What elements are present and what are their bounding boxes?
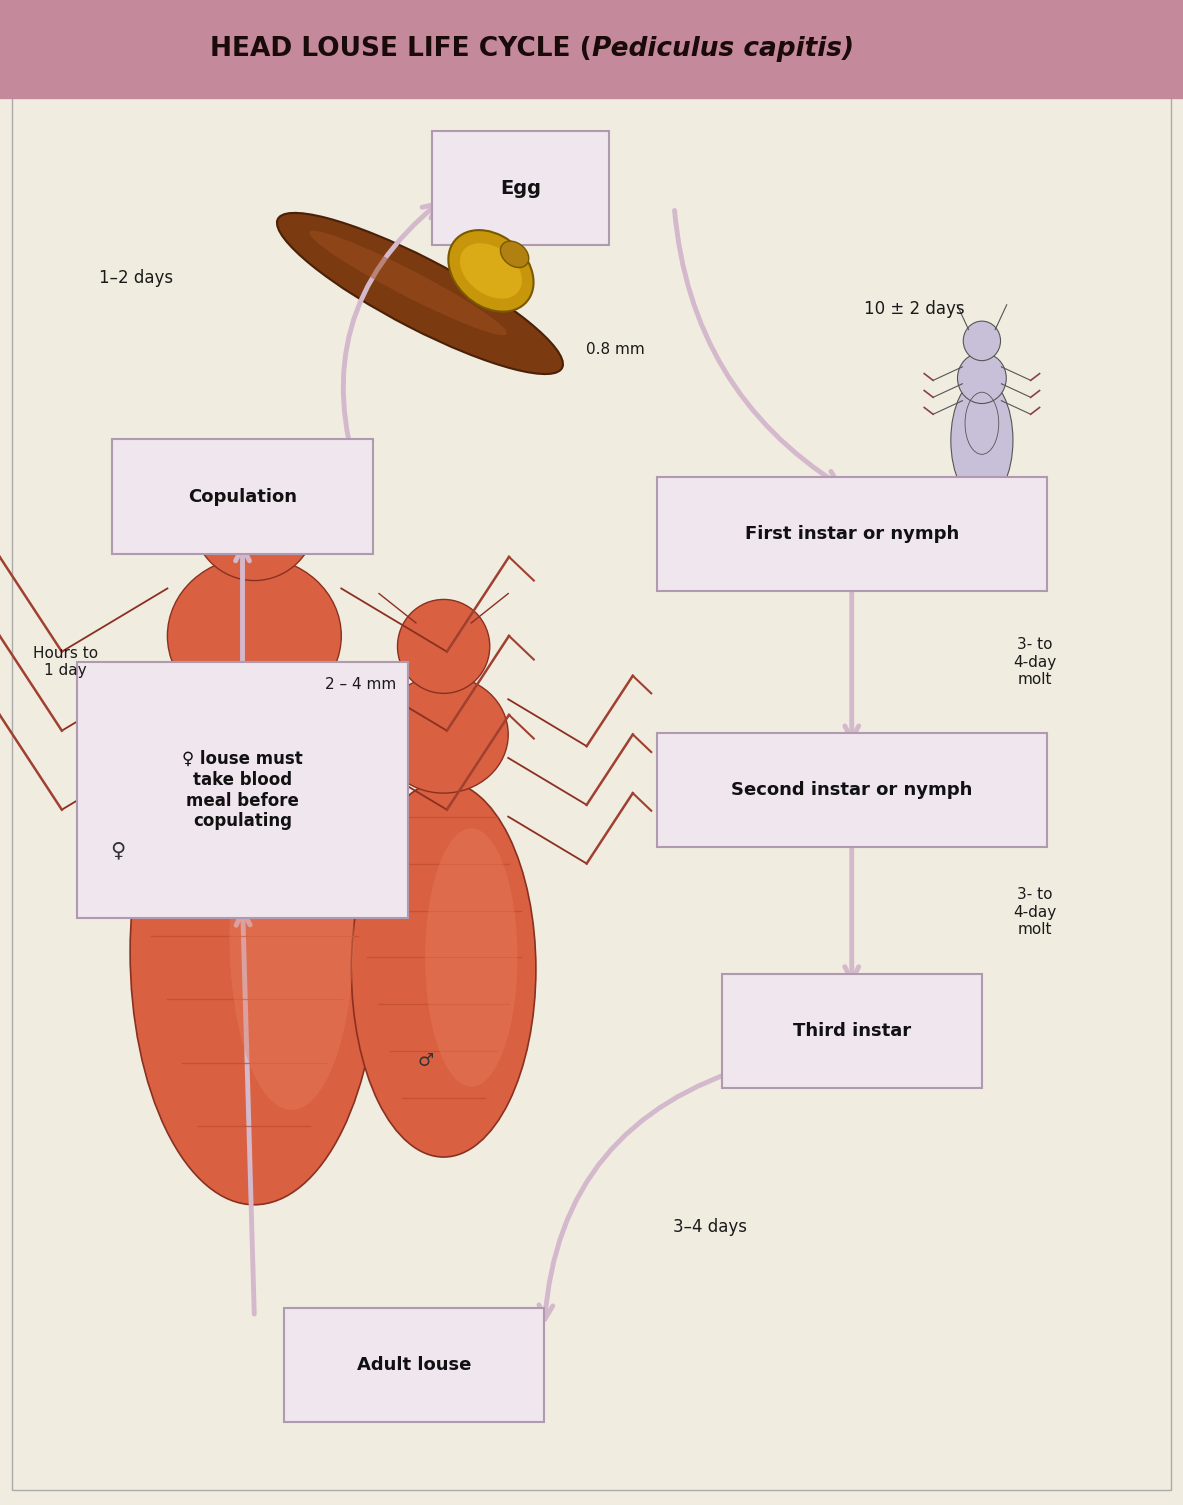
FancyArrowPatch shape	[674, 211, 839, 485]
FancyBboxPatch shape	[657, 477, 1047, 591]
Text: HEAD LOUSE LIFE CYCLE (: HEAD LOUSE LIFE CYCLE (	[209, 36, 592, 62]
Text: 0.8 mm: 0.8 mm	[586, 342, 645, 357]
Text: 2 – 4 mm: 2 – 4 mm	[325, 677, 396, 692]
FancyArrowPatch shape	[237, 911, 254, 1314]
Ellipse shape	[379, 676, 509, 793]
Text: 3- to
4-day
molt: 3- to 4-day molt	[1014, 637, 1056, 688]
Ellipse shape	[230, 762, 354, 1111]
FancyBboxPatch shape	[0, 0, 1183, 98]
FancyBboxPatch shape	[112, 439, 373, 554]
Text: Copulation: Copulation	[188, 488, 297, 506]
Ellipse shape	[951, 378, 1013, 503]
FancyArrowPatch shape	[845, 835, 859, 981]
Ellipse shape	[192, 455, 316, 581]
Text: ♀: ♀	[111, 840, 125, 861]
Text: 3- to
4-day
molt: 3- to 4-day molt	[1014, 886, 1056, 938]
Text: Adult louse: Adult louse	[357, 1356, 471, 1374]
FancyBboxPatch shape	[432, 131, 609, 245]
FancyArrowPatch shape	[539, 1066, 755, 1320]
Ellipse shape	[957, 352, 1007, 403]
Ellipse shape	[460, 244, 522, 298]
FancyBboxPatch shape	[657, 733, 1047, 847]
Text: 10 ± 2 days: 10 ± 2 days	[864, 299, 964, 318]
Text: Egg: Egg	[500, 179, 541, 197]
Ellipse shape	[168, 557, 341, 715]
Text: ♂: ♂	[418, 1052, 434, 1070]
Text: Pediculus capitis): Pediculus capitis)	[592, 36, 853, 62]
Text: Hours to
1 day: Hours to 1 day	[32, 646, 98, 679]
FancyBboxPatch shape	[284, 1308, 544, 1422]
FancyArrowPatch shape	[845, 579, 859, 740]
Text: ♀ louse must
take blood
meal before
copulating: ♀ louse must take blood meal before copu…	[182, 749, 303, 831]
FancyArrowPatch shape	[343, 203, 438, 482]
Ellipse shape	[277, 212, 563, 375]
FancyBboxPatch shape	[77, 662, 408, 918]
Ellipse shape	[963, 321, 1001, 361]
Text: Second instar or nymph: Second instar or nymph	[731, 781, 972, 799]
Text: 3–4 days: 3–4 days	[673, 1218, 746, 1236]
Ellipse shape	[448, 230, 534, 312]
Ellipse shape	[397, 599, 490, 694]
Ellipse shape	[309, 230, 508, 336]
Ellipse shape	[351, 781, 536, 1157]
Text: First instar or nymph: First instar or nymph	[744, 525, 959, 543]
FancyArrowPatch shape	[235, 546, 250, 674]
Ellipse shape	[130, 698, 379, 1204]
FancyBboxPatch shape	[722, 974, 982, 1088]
Ellipse shape	[500, 241, 529, 268]
Ellipse shape	[425, 828, 517, 1087]
Text: Third instar: Third instar	[793, 1022, 911, 1040]
Text: 1–2 days: 1–2 days	[99, 269, 173, 287]
